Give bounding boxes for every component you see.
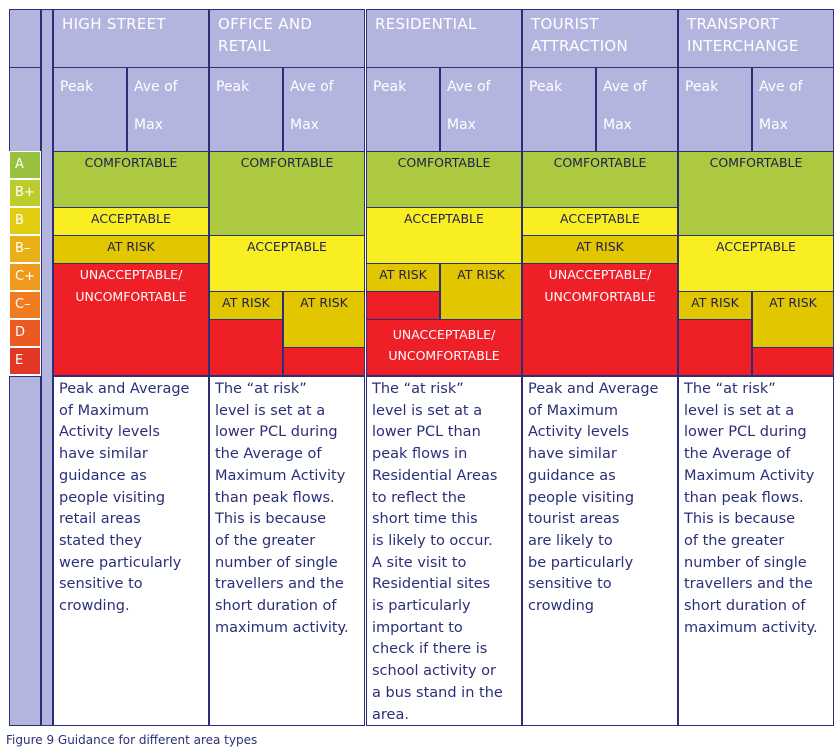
band-unacceptable-ave <box>283 347 365 376</box>
peak-header: Peak <box>53 67 127 153</box>
ave-of-max-line: Max <box>759 117 788 133</box>
figure-caption: Figure 9 Guidance for different area typ… <box>6 733 258 747</box>
column-title-line: TOURIST <box>531 15 599 33</box>
column-title-5: TRANSPORT INTERCHANGE <box>678 9 834 69</box>
band-comfortable: COMFORTABLE <box>522 151 678 208</box>
band-unacceptable-peak <box>209 319 283 376</box>
grade-label-4: B– <box>9 235 41 263</box>
grade-label-2: B+ <box>9 179 41 207</box>
spacer-column <box>41 9 53 726</box>
ave-of-max-line: Max <box>290 117 319 133</box>
ave-of-max-header: Ave of Max <box>752 67 834 153</box>
band-at-risk-ave: AT RISK <box>283 291 365 348</box>
column-title-3: RESIDENTIAL <box>366 9 522 69</box>
column-title-4: TOURIST ATTRACTION <box>522 9 678 69</box>
band-at-risk-peak: AT RISK <box>209 291 283 320</box>
band-at-risk-peak: AT RISK <box>678 291 752 320</box>
grade-label-3: B <box>9 207 41 235</box>
column-description-5: The “at risk” level is set at a lower PC… <box>678 376 834 726</box>
column-description-4: Peak and Average of Maximum Activity lev… <box>522 376 678 726</box>
grade-column-subheader <box>9 67 41 153</box>
column-title-line: OFFICE AND <box>218 15 313 33</box>
grade-column-body <box>9 376 41 726</box>
ave-of-max-header: Ave of Max <box>127 67 209 153</box>
band-comfortable: COMFORTABLE <box>209 151 365 236</box>
band-label-line: UNACCEPTABLE/ <box>79 267 183 282</box>
peak-header: Peak <box>678 67 752 153</box>
band-comfortable: COMFORTABLE <box>678 151 834 236</box>
band-at-risk-ave: AT RISK <box>440 263 522 320</box>
band-label-line: UNACCEPTABLE/ <box>392 327 496 342</box>
band-label-line: UNACCEPTABLE/ <box>548 267 652 282</box>
band-unacceptable: UNACCEPTABLE/UNCOMFORTABLE <box>366 319 522 376</box>
column-title-1: HIGH STREET <box>53 9 209 69</box>
band-label-line: UNCOMFORTABLE <box>544 289 656 304</box>
grade-label-6: C– <box>9 291 41 319</box>
column-title-2: OFFICE AND RETAIL <box>209 9 365 69</box>
ave-of-max-line: Ave of <box>134 79 178 95</box>
band-label-line: UNCOMFORTABLE <box>388 348 500 363</box>
band-unacceptable-peak <box>678 319 752 376</box>
ave-of-max-line: Max <box>603 117 632 133</box>
peak-header: Peak <box>522 67 596 153</box>
grade-column-header <box>9 9 41 69</box>
column-title-line: INTERCHANGE <box>687 37 799 55</box>
ave-of-max-line: Max <box>134 117 163 133</box>
ave-of-max-line: Ave of <box>290 79 334 95</box>
column-title-line: RETAIL <box>218 37 271 55</box>
band-acceptable: ACCEPTABLE <box>209 235 365 292</box>
grade-label-8: E <box>9 347 41 375</box>
column-title-line: TRANSPORT <box>687 15 780 33</box>
peak-header: Peak <box>209 67 283 153</box>
grade-label-5: C+ <box>9 263 41 291</box>
band-unacceptable: UNACCEPTABLE/UNCOMFORTABLE <box>53 263 209 376</box>
column-title-line: RESIDENTIAL <box>375 15 477 33</box>
ave-of-max-header: Ave of Max <box>283 67 365 153</box>
column-title-line: ATTRACTION <box>531 37 629 55</box>
ave-of-max-header: Ave of Max <box>596 67 678 153</box>
ave-of-max-header: Ave of Max <box>440 67 522 153</box>
ave-of-max-line: Ave of <box>603 79 647 95</box>
band-at-risk-ave: AT RISK <box>752 291 834 348</box>
band-acceptable: ACCEPTABLE <box>678 235 834 292</box>
band-acceptable: ACCEPTABLE <box>366 207 522 264</box>
peak-header: Peak <box>366 67 440 153</box>
ave-of-max-line: Ave of <box>447 79 491 95</box>
band-comfortable: COMFORTABLE <box>53 151 209 208</box>
band-acceptable: ACCEPTABLE <box>522 207 678 236</box>
band-at-risk: AT RISK <box>53 235 209 264</box>
band-unacceptable-ave <box>752 347 834 376</box>
column-description-3: The “at risk” level is set at a lower PC… <box>366 376 522 726</box>
band-at-risk-peak: AT RISK <box>366 263 440 292</box>
column-title-line: HIGH STREET <box>62 15 166 33</box>
band-unacceptable: UNACCEPTABLE/UNCOMFORTABLE <box>522 263 678 376</box>
band-at-risk: AT RISK <box>522 235 678 264</box>
band-acceptable: ACCEPTABLE <box>53 207 209 236</box>
column-description-2: The “at risk” level is set at a lower PC… <box>209 376 365 726</box>
ave-of-max-line: Ave of <box>759 79 803 95</box>
band-label-line: UNCOMFORTABLE <box>75 289 187 304</box>
ave-of-max-line: Max <box>447 117 476 133</box>
band-comfortable: COMFORTABLE <box>366 151 522 208</box>
column-description-1: Peak and Average of Maximum Activity lev… <box>53 376 209 726</box>
grade-label-7: D <box>9 319 41 347</box>
grade-label-1: A <box>9 151 41 179</box>
